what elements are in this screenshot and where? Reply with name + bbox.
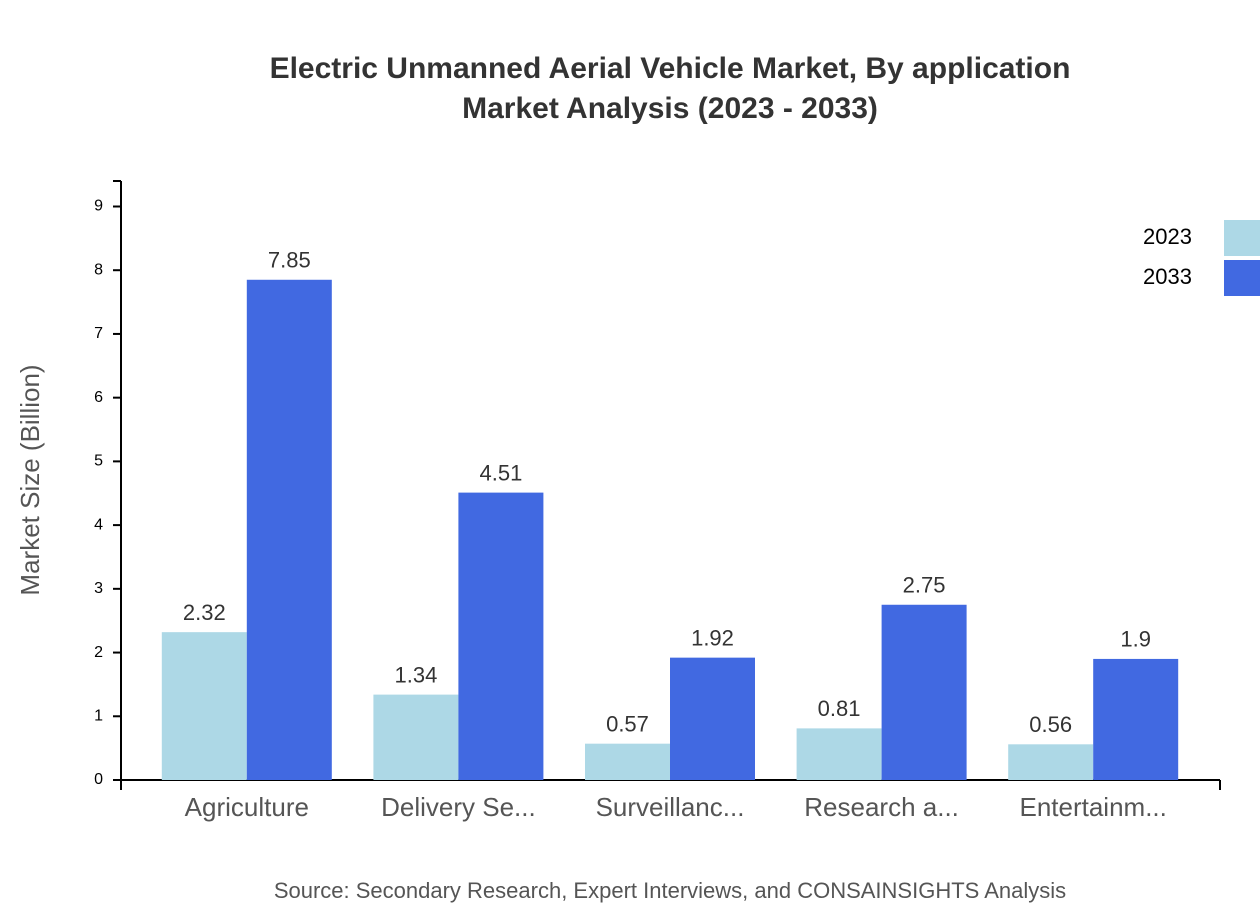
y-tick-label: 5	[94, 453, 103, 470]
y-tick-label: 4	[94, 516, 103, 533]
y-tick-label: 0	[94, 771, 103, 788]
y-tick-label: 6	[94, 389, 103, 406]
source-note: Source: Secondary Research, Expert Inter…	[274, 878, 1066, 903]
bar	[458, 492, 544, 780]
bar	[161, 632, 247, 780]
y-tick-label: 9	[94, 198, 103, 215]
bar	[246, 279, 332, 780]
bar	[1093, 658, 1179, 780]
value-label: 2.32	[183, 600, 226, 625]
legend-label: 2033	[1143, 264, 1192, 289]
value-label: 0.57	[606, 711, 649, 736]
y-axis-label: Market Size (Billion)	[15, 364, 45, 595]
bar	[796, 728, 882, 780]
bar	[881, 604, 967, 780]
value-label: 1.9	[1120, 627, 1151, 652]
legend-swatch	[1224, 220, 1260, 256]
y-tick-label: 3	[94, 580, 103, 597]
y-tick-label: 8	[94, 261, 103, 278]
y-tick-label: 1	[94, 707, 103, 724]
x-tick-label: Surveillanc...	[596, 792, 745, 822]
bar	[373, 694, 459, 780]
bar	[585, 743, 670, 780]
value-label: 2.75	[903, 573, 946, 598]
y-tick-label: 7	[94, 325, 103, 342]
value-label: 4.51	[479, 460, 522, 485]
legend-swatch	[1224, 260, 1260, 296]
x-tick-label: Entertainm...	[1019, 792, 1166, 822]
value-label: 7.85	[268, 248, 311, 273]
value-label: 1.34	[394, 662, 437, 687]
bar	[1008, 744, 1094, 780]
y-tick-label: 2	[94, 644, 103, 661]
legend-label: 2023	[1143, 224, 1192, 249]
chart-title: Electric Unmanned Aerial Vehicle Market,…	[270, 52, 1071, 85]
value-label: 1.92	[691, 625, 734, 650]
x-tick-label: Delivery Se...	[381, 792, 536, 822]
x-tick-label: Agriculture	[185, 792, 309, 822]
value-label: 0.81	[818, 696, 861, 721]
chart-subtitle: Market Analysis (2023 - 2033)	[462, 92, 878, 125]
value-label: 0.56	[1029, 712, 1072, 737]
bar	[670, 657, 755, 780]
x-tick-label: Research a...	[804, 792, 959, 822]
